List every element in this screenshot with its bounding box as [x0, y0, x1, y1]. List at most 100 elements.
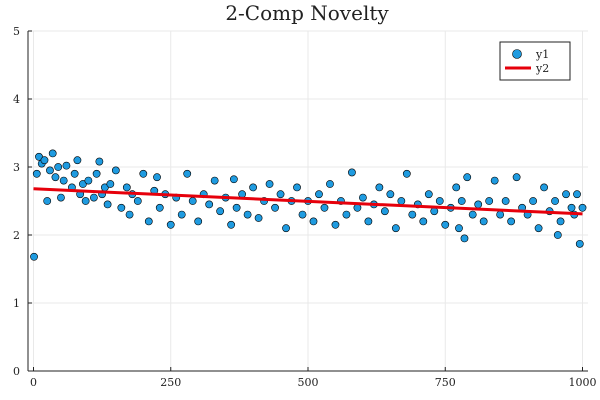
scatter-point	[562, 190, 570, 199]
chart-title: 2-Comp Novelty	[225, 1, 389, 25]
scatter-point	[529, 197, 537, 205]
legend-label-y2: y2	[535, 62, 549, 75]
y-tick-label: 5	[13, 25, 20, 38]
x-tick-label: 750	[435, 376, 456, 389]
x-tick-label: 1000	[569, 376, 597, 389]
scatter-point	[380, 207, 389, 216]
scatter-point	[320, 203, 329, 212]
scatter-point	[573, 190, 581, 199]
scatter-point	[402, 169, 411, 178]
scatter-point	[496, 210, 505, 219]
scatter-point	[139, 169, 148, 178]
scatter-point	[424, 190, 433, 199]
scatter-point	[153, 173, 161, 182]
scatter-point	[188, 197, 197, 205]
scatter-point	[575, 239, 584, 248]
axes	[27, 30, 588, 372]
scatter-point	[507, 217, 516, 226]
scatter-point	[556, 217, 565, 226]
scatter-point	[282, 224, 290, 233]
scatter-point	[92, 169, 101, 178]
scatter-point	[54, 163, 63, 171]
scatter-point	[408, 210, 417, 219]
scatter-point	[70, 169, 79, 178]
scatter-point	[232, 203, 241, 212]
scatter-point	[452, 183, 461, 192]
scatter-point	[553, 231, 562, 239]
x-tick-label: 500	[298, 376, 319, 389]
y-tick-label: 3	[13, 161, 20, 174]
y-tick-label: 0	[13, 365, 20, 378]
scatter-point	[578, 203, 587, 212]
scatter-point	[40, 156, 49, 165]
scatter-point	[103, 200, 112, 209]
scatter-point	[122, 183, 131, 192]
scatter-point	[457, 197, 466, 205]
scatter-point	[117, 203, 126, 212]
scatter-point	[46, 166, 54, 175]
scatter-point	[441, 220, 450, 229]
scatter-point	[30, 252, 38, 261]
scatter-point	[567, 203, 576, 212]
legend-label-y1: y1	[535, 48, 549, 61]
scatter-point	[57, 193, 65, 202]
scatter-point	[359, 193, 367, 202]
scatter-point	[348, 168, 356, 177]
scatter-point	[331, 220, 340, 229]
scatter-point	[309, 217, 318, 226]
scatter-point	[51, 173, 60, 182]
scatter-point	[216, 207, 225, 216]
scatter-point	[43, 197, 52, 205]
scatter-point	[298, 210, 307, 219]
scatter-point	[397, 197, 406, 205]
scatter-point	[89, 193, 98, 202]
scatter-point	[460, 234, 469, 243]
scatter-point	[84, 176, 93, 185]
x-tick-label: 250	[160, 376, 181, 389]
y-tick-label: 1	[13, 297, 20, 310]
scatter-point	[271, 203, 279, 212]
scatter-point	[315, 190, 323, 199]
y-tick-label: 4	[13, 93, 20, 106]
scatter-point	[177, 210, 186, 219]
scatter-point	[243, 210, 252, 219]
scatter-point	[166, 220, 175, 229]
y-tick-label: 2	[13, 229, 20, 242]
scatter-point	[455, 224, 463, 233]
legend-box	[499, 41, 571, 81]
scatter-point	[551, 197, 559, 205]
trend-line-path	[33, 187, 583, 216]
scatter-point	[32, 169, 41, 178]
scatter-point	[276, 190, 285, 199]
scatter-point	[490, 176, 499, 185]
scatter-point	[59, 176, 68, 185]
scatter-point	[342, 210, 351, 219]
scatter-point	[474, 200, 483, 209]
scatter-point	[183, 169, 192, 178]
scatter-point	[62, 161, 71, 170]
scatter-point	[95, 157, 104, 166]
scatter-point	[479, 217, 488, 226]
scatter-point	[501, 197, 510, 205]
scatter-point	[155, 203, 164, 212]
x-tick-label: 0	[30, 376, 37, 389]
scatter-point	[364, 217, 373, 226]
scatter-point	[386, 190, 395, 199]
scatter-point	[265, 180, 274, 188]
scatter-point	[326, 180, 334, 188]
scatter-point	[48, 149, 57, 158]
grid	[28, 30, 588, 372]
scatter-point	[229, 175, 238, 184]
line-series-y2	[33, 187, 583, 216]
scatter-point	[249, 183, 257, 192]
scatter-point	[485, 197, 494, 205]
scatter-point	[73, 156, 82, 165]
scatter-point	[375, 183, 384, 192]
legend: y1 y2	[499, 41, 571, 81]
scatter-point	[144, 217, 153, 226]
scatter-point	[205, 200, 214, 209]
scatter-point	[81, 197, 90, 205]
scatter-point	[353, 203, 362, 212]
scatter-point	[254, 214, 263, 222]
